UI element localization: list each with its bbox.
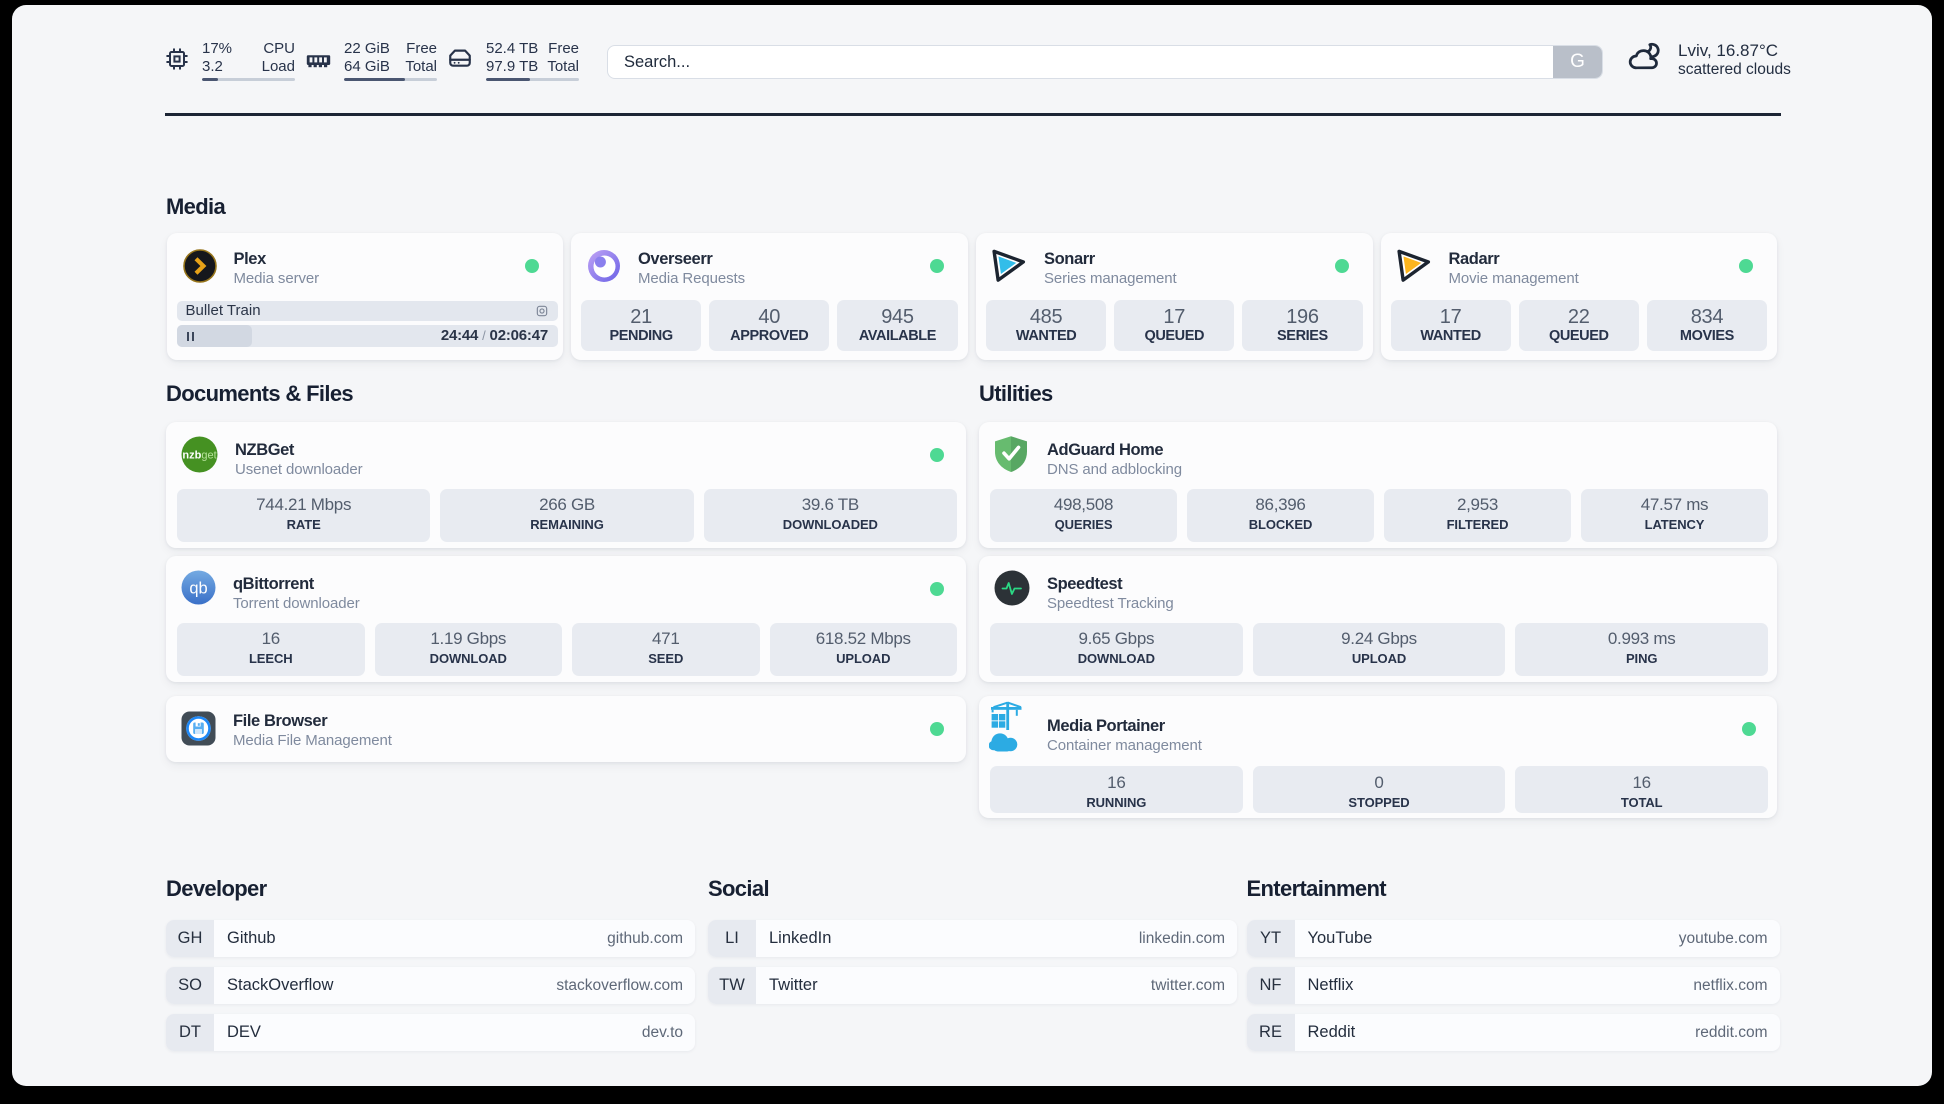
svg-text:nzbget: nzbget (182, 450, 216, 462)
svg-text:qb: qb (189, 580, 207, 598)
